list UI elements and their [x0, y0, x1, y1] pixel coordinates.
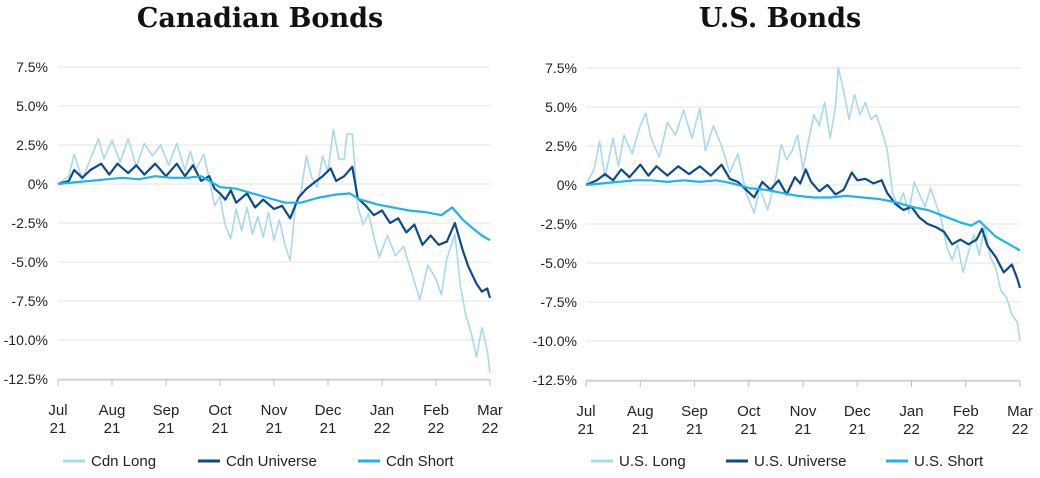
x-tick-year: 21: [158, 420, 175, 437]
x-tick-year: 21: [849, 421, 866, 438]
legend-item-long: Cdn Long: [63, 453, 156, 470]
series-line-long: [57, 128, 491, 373]
x-tick-year: 22: [957, 421, 974, 438]
series-line-short: [585, 179, 1021, 252]
x-tick-year: 21: [320, 420, 337, 437]
x-tick-year: 21: [578, 421, 595, 438]
x-tick-month: Jan: [899, 403, 923, 420]
x-tick-year: 21: [686, 421, 703, 438]
chart-panel-1: Canadian Bonds 7.5% 5.0% 2.5% 0% -2.5% -5.0% -7…: [4, 3, 503, 470]
x-tick-year: 21: [632, 421, 649, 438]
series-line-universe: [585, 163, 1022, 289]
x-tick-month: Sep: [681, 403, 708, 420]
x-tick-month: Mar: [477, 402, 503, 419]
series-line-long: [585, 67, 1021, 342]
x-tick-month: Feb: [423, 402, 449, 419]
x-tick-month: Feb: [953, 403, 979, 420]
y-tick-label: -5.0%: [11, 254, 48, 270]
x-tick-month: Dec: [315, 402, 342, 419]
y-tick-label: 2.5%: [16, 137, 48, 153]
chart-title: U.S. Bonds: [699, 3, 861, 34]
y-tick-label: 0%: [557, 177, 577, 193]
x-tick-month: Nov: [790, 403, 817, 420]
x-tick-year: 22: [1012, 421, 1029, 438]
y-tick-label: -12.5%: [4, 371, 48, 387]
x-tick-month: Nov: [261, 402, 288, 419]
y-tick-label: -7.5%: [540, 294, 577, 310]
y-tick-label: -10.0%: [4, 332, 48, 348]
legend-label: Cdn Short: [386, 453, 454, 470]
legend-item-short: Cdn Short: [358, 453, 454, 470]
y-tick-label: 5.0%: [16, 98, 48, 114]
y-tick-label: 0%: [28, 176, 48, 192]
x-tick-year: 21: [795, 421, 812, 438]
legend-item-universe: Cdn Universe: [198, 453, 317, 470]
x-tick-month: Jul: [48, 402, 67, 419]
y-tick-label: 5.0%: [545, 99, 577, 115]
x-tick-month: Oct: [208, 402, 232, 419]
legend-label: U.S. Long: [619, 453, 686, 470]
y-tick-label: -2.5%: [540, 216, 577, 232]
x-tick-month: Jul: [576, 403, 595, 420]
x-tick-month: Dec: [844, 403, 871, 420]
x-tick-year: 22: [374, 420, 391, 437]
legend-label: U.S. Short: [914, 453, 984, 470]
x-tick-month: Aug: [99, 402, 126, 419]
x-tick-year: 21: [266, 420, 283, 437]
x-tick-month: Jan: [370, 402, 394, 419]
x-tick-month: Sep: [153, 402, 180, 419]
legend-label: Cdn Long: [91, 453, 156, 470]
legend-item-universe: U.S. Universe: [726, 453, 847, 470]
y-tick-label: -12.5%: [533, 372, 577, 388]
x-tick-year: 22: [482, 420, 499, 437]
x-tick-year: 21: [104, 420, 121, 437]
x-tick-month: Oct: [737, 403, 761, 420]
y-tick-label: -2.5%: [11, 215, 48, 231]
x-tick-year: 21: [212, 420, 229, 437]
x-tick-year: 21: [50, 420, 67, 437]
series-line-universe: [57, 162, 492, 299]
y-tick-label: -10.0%: [533, 333, 577, 349]
x-tick-month: Mar: [1007, 403, 1033, 420]
series-line-short: [57, 175, 491, 242]
x-tick-year: 22: [428, 420, 445, 437]
legend-label: Cdn Universe: [226, 453, 317, 470]
chart-panel-2: U.S. Bonds 7.5% 5.0% 2.5% 0% -2.5% -5.0% -7.5% -…: [533, 3, 1033, 470]
y-tick-label: -5.0%: [540, 255, 577, 271]
y-tick-label: 2.5%: [545, 138, 577, 154]
legend-item-long: U.S. Long: [591, 453, 686, 470]
x-tick-year: 22: [903, 421, 920, 438]
x-tick-year: 21: [740, 421, 757, 438]
x-tick-month: Aug: [627, 403, 654, 420]
y-tick-label: -7.5%: [11, 293, 48, 309]
y-tick-label: 7.5%: [16, 59, 48, 75]
legend-item-short: U.S. Short: [886, 453, 984, 470]
chart-title: Canadian Bonds: [137, 3, 383, 34]
legend-label: U.S. Universe: [754, 453, 847, 470]
y-tick-label: 7.5%: [545, 60, 577, 76]
